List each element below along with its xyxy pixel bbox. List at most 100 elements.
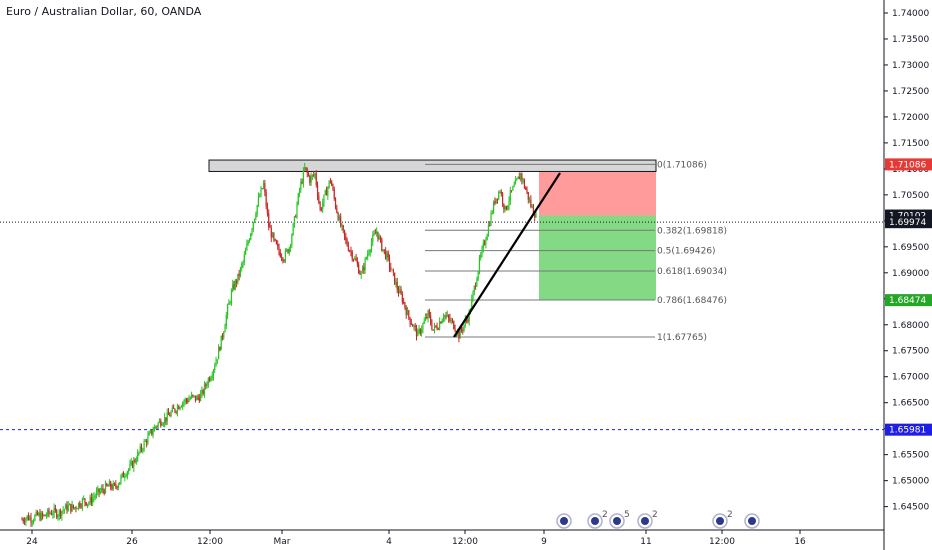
candle-body xyxy=(304,167,306,171)
candle-body xyxy=(374,233,376,235)
candle-body xyxy=(280,257,283,259)
event-count: 2 xyxy=(652,510,658,520)
candle-body xyxy=(234,280,236,289)
candle-body xyxy=(138,452,140,453)
candle-body xyxy=(318,196,320,203)
candle-body xyxy=(400,289,402,294)
candle-body xyxy=(333,189,335,199)
horizontal-lines[interactable] xyxy=(0,221,884,431)
candle-body xyxy=(352,259,355,261)
y-tick-label: 1.73000 xyxy=(892,61,929,71)
candle-body xyxy=(459,328,461,339)
candle-body xyxy=(431,323,433,330)
candle-body xyxy=(274,238,276,241)
trendline-segment[interactable] xyxy=(453,172,561,338)
fib-level-label: 0.382(1.69818) xyxy=(657,226,727,236)
candle-body xyxy=(405,307,407,316)
candle-body xyxy=(453,320,455,329)
candle-body xyxy=(38,513,40,516)
candle-body xyxy=(184,399,186,402)
resistance-zone-rect[interactable] xyxy=(208,159,657,172)
candle-body xyxy=(337,212,339,221)
candle-body xyxy=(162,423,164,425)
candle-body xyxy=(173,407,175,409)
candle-body xyxy=(86,503,89,506)
candle-body xyxy=(260,188,262,197)
candle-body xyxy=(48,509,50,514)
candle-body xyxy=(292,223,294,236)
candle-body xyxy=(433,325,436,331)
candle-body xyxy=(49,513,51,515)
candle-body xyxy=(92,497,94,503)
candle-body xyxy=(187,400,189,402)
candle-body xyxy=(395,281,397,285)
candle-body xyxy=(156,426,158,428)
y-tick-label: 1.72000 xyxy=(892,113,929,123)
candle-body xyxy=(57,516,59,518)
y-tick-label: 1.67000 xyxy=(892,373,929,383)
candle-body xyxy=(113,483,116,485)
candle-body xyxy=(36,511,39,516)
candle-body xyxy=(504,206,506,210)
candle-body xyxy=(243,254,245,262)
candle-body xyxy=(66,504,68,511)
position-tool[interactable] xyxy=(539,164,656,301)
candle-body xyxy=(463,324,465,331)
candle-body xyxy=(209,378,211,381)
candle-body xyxy=(56,510,58,518)
event-count: 2 xyxy=(727,510,733,520)
candle-body xyxy=(403,302,405,303)
candle-body xyxy=(340,216,342,227)
candle-body xyxy=(297,193,299,205)
candle-body xyxy=(135,460,137,462)
candle-body xyxy=(343,229,346,237)
candle-body xyxy=(76,508,78,510)
candle-body xyxy=(70,503,72,512)
candle-body xyxy=(137,452,139,461)
candle-body xyxy=(301,181,303,184)
candle-body xyxy=(43,514,45,517)
candle-body xyxy=(490,213,492,226)
candle-body xyxy=(83,498,85,500)
take-profit-zone[interactable] xyxy=(539,215,656,301)
candle-body xyxy=(346,239,348,246)
candle-body xyxy=(210,377,212,381)
candle-body xyxy=(379,236,382,239)
candle-body xyxy=(382,249,384,251)
candle-body xyxy=(39,513,41,521)
candle-body xyxy=(328,180,330,188)
candle-body xyxy=(157,422,159,427)
candle-body xyxy=(265,192,267,207)
candle-body xyxy=(130,461,132,465)
event-markers[interactable]: 2 5 2 2 xyxy=(556,510,760,529)
flag-icon xyxy=(716,517,724,525)
candle-body xyxy=(74,507,76,509)
candle-body xyxy=(84,498,86,503)
candle-body xyxy=(139,446,141,453)
candle-body xyxy=(401,293,403,303)
candle-body xyxy=(191,394,193,399)
candle-body xyxy=(44,514,46,516)
resistance-zone[interactable] xyxy=(208,159,657,172)
candle-body xyxy=(394,272,396,285)
fib-retracement[interactable]: 0(1.71086) 0.382(1.69818) 0.5(1.69426) 0.61… xyxy=(425,160,727,343)
candle-body xyxy=(314,173,316,176)
candle-body xyxy=(496,198,499,200)
trendline[interactable] xyxy=(453,172,561,338)
x-tick-label: 16 xyxy=(794,537,806,547)
candle-body xyxy=(522,179,524,181)
candle-body xyxy=(462,330,464,331)
candle-body xyxy=(225,315,227,326)
candle-body xyxy=(532,206,535,215)
stop-loss-zone[interactable] xyxy=(539,164,656,216)
candle-body xyxy=(350,250,352,252)
candle-body xyxy=(423,320,425,324)
candle-body xyxy=(409,317,411,324)
candle-body xyxy=(324,190,326,195)
candle-body xyxy=(164,417,166,424)
candle-body xyxy=(224,325,226,333)
candle-body xyxy=(112,483,114,490)
candle-body xyxy=(368,252,370,255)
